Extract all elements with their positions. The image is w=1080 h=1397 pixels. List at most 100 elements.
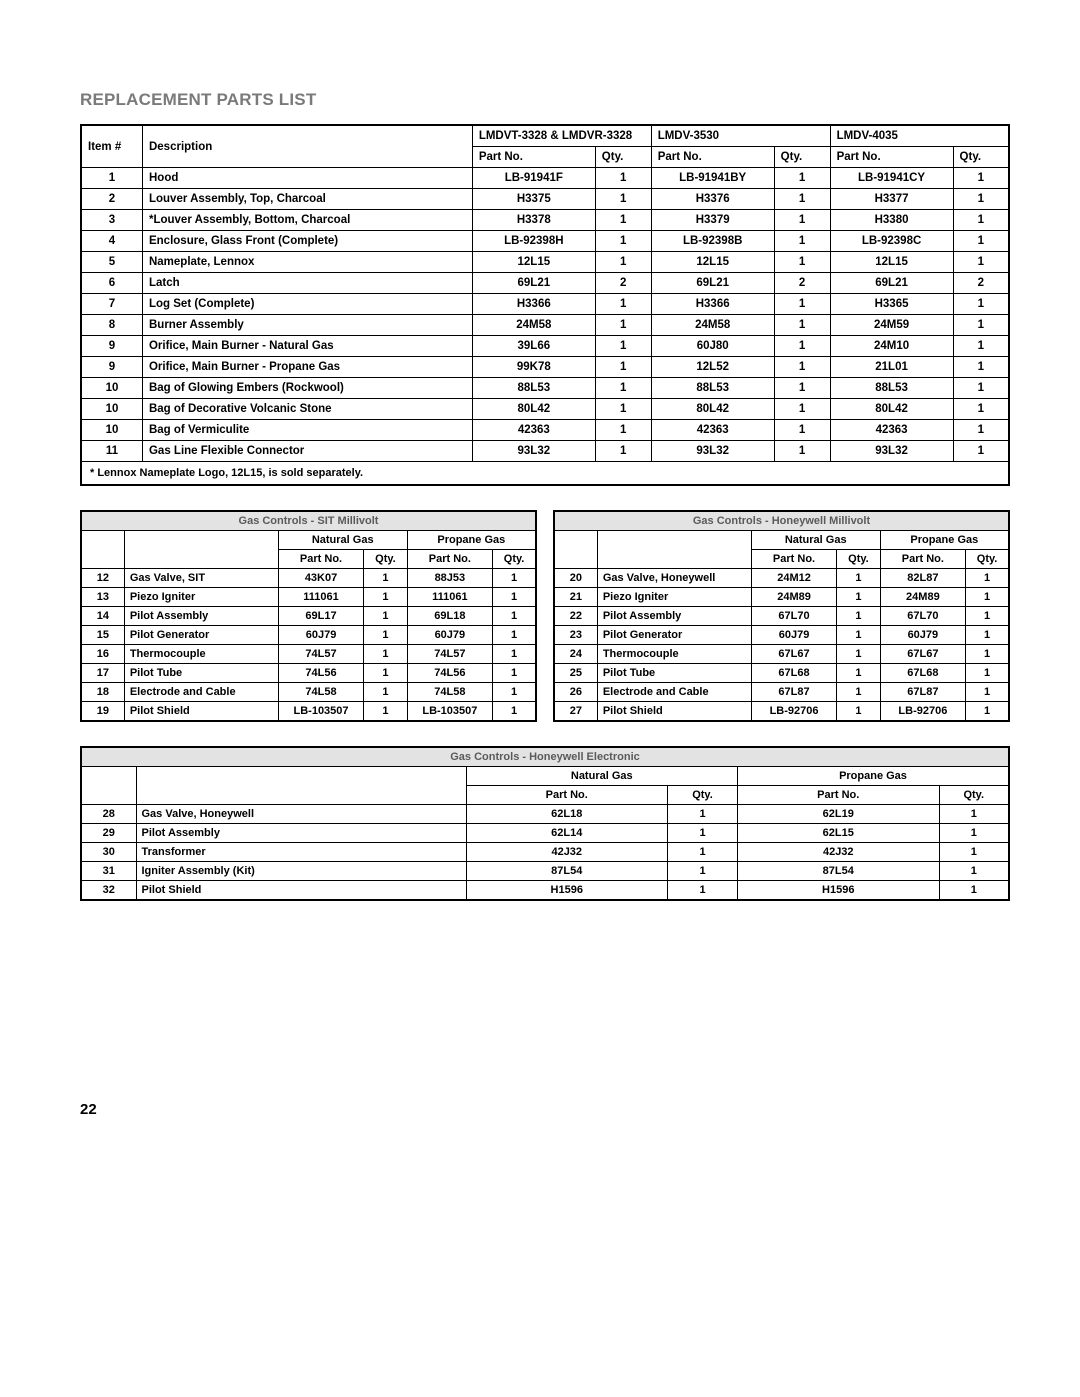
col-qty: Qty. bbox=[953, 147, 1009, 168]
cell-partno: 39L66 bbox=[472, 336, 595, 357]
cell-partno: 62L18 bbox=[466, 805, 668, 824]
cell-qty: 1 bbox=[966, 702, 1009, 722]
cell-partno: 99K78 bbox=[472, 357, 595, 378]
cell-item: 13 bbox=[81, 588, 124, 607]
cell-desc: Orifice, Main Burner - Natural Gas bbox=[142, 336, 472, 357]
cell-partno: 42J32 bbox=[738, 843, 940, 862]
col-model-b: LMDV-3530 bbox=[651, 125, 830, 147]
col-partno: Part No. bbox=[472, 147, 595, 168]
cell-partno: LB-92398C bbox=[830, 231, 953, 252]
cell-qty: 1 bbox=[364, 588, 407, 607]
col-partno: Part No. bbox=[830, 147, 953, 168]
footnote-row: * Lennox Nameplate Logo, 12L15, is sold … bbox=[81, 462, 1009, 486]
cell-partno: 12L15 bbox=[651, 252, 774, 273]
cell-item: 31 bbox=[81, 862, 136, 881]
table-row: 28Gas Valve, Honeywell62L18162L191 bbox=[81, 805, 1009, 824]
cell-qty: 1 bbox=[774, 399, 830, 420]
table-row: 10Bag of Glowing Embers (Rockwool)88L531… bbox=[81, 378, 1009, 399]
cell-qty: 1 bbox=[774, 336, 830, 357]
cell-partno: LB-91941CY bbox=[830, 168, 953, 189]
table-row: 12Gas Valve, SIT43K07188J531 bbox=[81, 569, 536, 588]
page-title: REPLACEMENT PARTS LIST bbox=[80, 90, 1010, 110]
cell-qty: 1 bbox=[595, 189, 651, 210]
cell-partno: H3378 bbox=[472, 210, 595, 231]
cell-qty: 1 bbox=[939, 843, 1009, 862]
cell-partno: 67L70 bbox=[880, 607, 966, 626]
cell-qty: 1 bbox=[595, 294, 651, 315]
cell-qty: 1 bbox=[668, 862, 738, 881]
cell-partno: 74L56 bbox=[407, 664, 493, 683]
cell-desc: Electrode and Cable bbox=[124, 683, 278, 702]
cell-qty: 1 bbox=[837, 569, 880, 588]
cell-desc: Log Set (Complete) bbox=[142, 294, 472, 315]
cell-partno: 12L15 bbox=[830, 252, 953, 273]
table-row: 13Piezo Igniter11106111110611 bbox=[81, 588, 536, 607]
table-row: 11Gas Line Flexible Connector93L32193L32… bbox=[81, 441, 1009, 462]
cell-partno: 60J80 bbox=[651, 336, 774, 357]
cell-partno: 93L32 bbox=[651, 441, 774, 462]
cell-qty: 1 bbox=[493, 702, 536, 722]
col-qty: Qty. bbox=[837, 550, 880, 569]
cell-partno: H3365 bbox=[830, 294, 953, 315]
cell-qty: 2 bbox=[774, 273, 830, 294]
cell-desc: *Louver Assembly, Bottom, Charcoal bbox=[142, 210, 472, 231]
cell-qty: 1 bbox=[364, 702, 407, 722]
cell-partno: 24M10 bbox=[830, 336, 953, 357]
cell-desc: Pilot Tube bbox=[597, 664, 751, 683]
col-partno: Part No. bbox=[651, 147, 774, 168]
cell-qty: 1 bbox=[493, 645, 536, 664]
cell-item: 10 bbox=[81, 420, 142, 441]
col-qty: Qty. bbox=[668, 786, 738, 805]
col-qty: Qty. bbox=[939, 786, 1009, 805]
col-natural-gas: Natural Gas bbox=[278, 531, 407, 550]
col-natural-gas: Natural Gas bbox=[466, 767, 738, 786]
cell-item: 10 bbox=[81, 378, 142, 399]
table-row: 9Orifice, Main Burner - Propane Gas99K78… bbox=[81, 357, 1009, 378]
cell-qty: 1 bbox=[966, 607, 1009, 626]
table-row: 10Bag of Decorative Volcanic Stone80L421… bbox=[81, 399, 1009, 420]
cell-item: 4 bbox=[81, 231, 142, 252]
cell-qty: 1 bbox=[595, 420, 651, 441]
cell-qty: 1 bbox=[837, 626, 880, 645]
gas-honey-elec-title: Gas Controls - Honeywell Electronic bbox=[81, 747, 1009, 767]
cell-partno: 67L70 bbox=[751, 607, 837, 626]
cell-qty: 1 bbox=[774, 231, 830, 252]
cell-item: 18 bbox=[81, 683, 124, 702]
cell-qty: 1 bbox=[364, 664, 407, 683]
cell-item: 16 bbox=[81, 645, 124, 664]
cell-partno: 24M58 bbox=[472, 315, 595, 336]
cell-item: 14 bbox=[81, 607, 124, 626]
cell-item: 25 bbox=[554, 664, 597, 683]
table-row: 6Latch69L21269L21269L212 bbox=[81, 273, 1009, 294]
cell-partno: 80L42 bbox=[472, 399, 595, 420]
cell-partno: 43K07 bbox=[278, 569, 364, 588]
cell-qty: 1 bbox=[595, 399, 651, 420]
table-row: 30Transformer42J32142J321 bbox=[81, 843, 1009, 862]
cell-qty: 1 bbox=[953, 315, 1009, 336]
blank-cell bbox=[597, 531, 751, 569]
cell-partno: 88L53 bbox=[830, 378, 953, 399]
cell-qty: 1 bbox=[837, 588, 880, 607]
cell-partno: 93L32 bbox=[472, 441, 595, 462]
table-row: 4Enclosure, Glass Front (Complete)LB-923… bbox=[81, 231, 1009, 252]
cell-partno: LB-91941BY bbox=[651, 168, 774, 189]
cell-partno: 67L67 bbox=[751, 645, 837, 664]
cell-qty: 1 bbox=[953, 378, 1009, 399]
cell-partno: H3377 bbox=[830, 189, 953, 210]
table-row: 24Thermocouple67L67167L671 bbox=[554, 645, 1009, 664]
cell-qty: 1 bbox=[595, 210, 651, 231]
cell-partno: H3376 bbox=[651, 189, 774, 210]
cell-partno: 67L68 bbox=[880, 664, 966, 683]
cell-partno: 69L17 bbox=[278, 607, 364, 626]
cell-qty: 1 bbox=[668, 843, 738, 862]
cell-partno: LB-103507 bbox=[407, 702, 493, 722]
col-propane-gas: Propane Gas bbox=[738, 767, 1010, 786]
cell-desc: Piezo Igniter bbox=[597, 588, 751, 607]
cell-partno: 88L53 bbox=[651, 378, 774, 399]
cell-qty: 1 bbox=[493, 588, 536, 607]
cell-partno: LB-91941F bbox=[472, 168, 595, 189]
table-row: Gas Controls - Honeywell Millivolt bbox=[554, 511, 1009, 531]
col-partno: Part No. bbox=[466, 786, 668, 805]
cell-item: 17 bbox=[81, 664, 124, 683]
table-row: Natural Gas Propane Gas bbox=[81, 531, 536, 550]
